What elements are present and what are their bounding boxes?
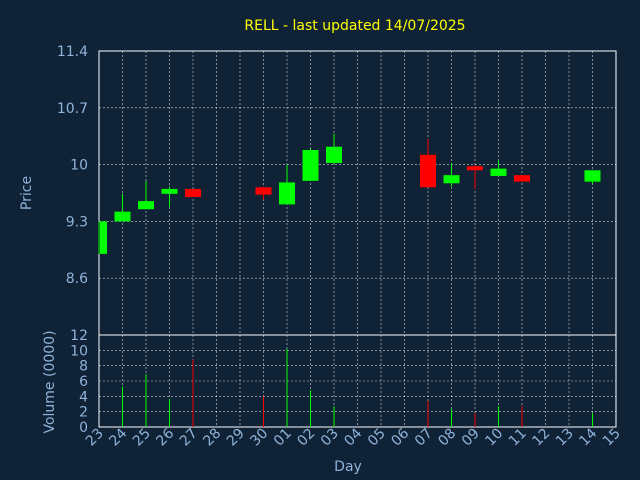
price-y-tick-label: 11.4	[57, 44, 88, 60]
candle-body	[255, 187, 272, 195]
candle-body	[302, 149, 319, 181]
volume-axis-label: Volume (0000)	[42, 330, 58, 433]
candle-body	[443, 175, 460, 184]
candle-body	[185, 188, 201, 198]
price-gridlines	[98, 50, 617, 335]
volume-y-tick-label: 4	[79, 389, 88, 405]
candle-body	[100, 221, 107, 254]
price-y-tick-label: 9.3	[66, 214, 88, 230]
candle-body	[584, 170, 601, 182]
x-axis-label: Day	[334, 459, 362, 475]
candle-body	[490, 168, 507, 176]
volume-y-tick-label: 8	[79, 359, 88, 375]
volume-y-tick-label: 2	[79, 405, 88, 421]
volume-y-tick-label: 6	[79, 374, 88, 390]
candle-body	[138, 201, 154, 210]
candle-body	[326, 146, 342, 163]
price-panel: 8.6 9.3 10 10.7 11.4 Price	[19, 44, 617, 336]
price-axis-label: Price	[19, 176, 35, 210]
candle-body	[114, 211, 131, 222]
price-y-tick-label: 10	[70, 158, 88, 174]
candle-body	[279, 182, 295, 205]
x-tick-labels: 23 24 25 26 27 28 29 30 01 02 03 04 05 06 07 08 09 10 11 12…	[83, 425, 624, 449]
candle-body	[514, 175, 530, 182]
volume-y-tick-label: 0	[79, 420, 88, 436]
volume-bars	[122, 348, 593, 427]
price-y-tick-label: 8.6	[66, 271, 88, 287]
price-y-tick-labels: 8.6 9.3 10 10.7 11.4	[57, 44, 88, 287]
candle-body	[467, 166, 483, 171]
price-y-tick-label: 10.7	[57, 101, 88, 117]
price-candles	[98, 133, 601, 254]
candle-body	[420, 154, 436, 188]
chart-title: RELL - last updated 14/07/2025	[244, 18, 465, 34]
volume-y-tick-label: 12	[70, 328, 88, 344]
volume-y-tick-label: 10	[70, 343, 88, 359]
candle-body	[161, 188, 178, 194]
